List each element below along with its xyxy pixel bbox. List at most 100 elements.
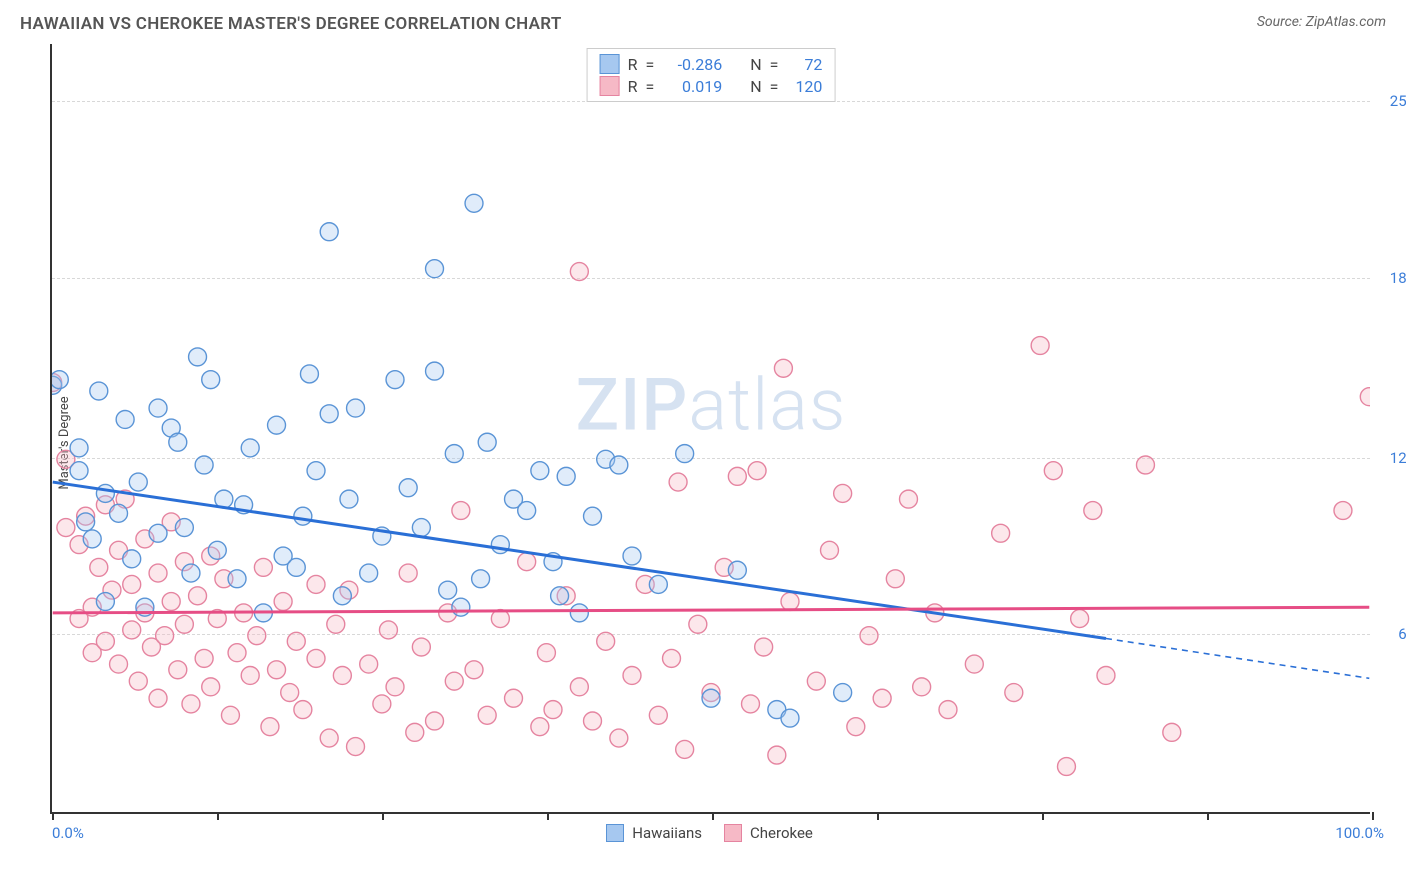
scatter-point — [347, 738, 365, 756]
stats-r-label: R — [628, 77, 638, 96]
scatter-point — [373, 695, 391, 713]
legend-swatch — [724, 824, 742, 842]
scatter-point — [452, 502, 470, 520]
scatter-point — [755, 638, 773, 656]
scatter-point — [96, 593, 114, 611]
scatter-point — [1163, 723, 1181, 741]
scatter-point — [221, 706, 239, 724]
x-axis-row: 0.0% HawaiiansCherokee 100.0% — [50, 824, 1386, 842]
scatter-point — [623, 547, 641, 565]
scatter-point — [57, 519, 75, 537]
scatter-point — [96, 632, 114, 650]
scatter-point — [900, 490, 918, 508]
scatter-point — [702, 689, 720, 707]
scatter-point — [478, 433, 496, 451]
scatter-point — [1031, 337, 1049, 355]
scatter-point — [195, 649, 213, 667]
scatter-point — [834, 484, 852, 502]
x-tick — [547, 812, 549, 820]
scatter-point — [1071, 610, 1089, 628]
stats-swatch — [600, 76, 620, 96]
scatter-point — [1005, 684, 1023, 702]
scatter-point — [505, 689, 523, 707]
scatter-point — [189, 587, 207, 605]
scatter-point — [584, 712, 602, 730]
scatter-point — [156, 627, 174, 645]
scatter-point — [333, 587, 351, 605]
stats-r-label: R — [628, 55, 638, 74]
chart-area: Master's Degree ZIPatlas R=-0.286N=72R=0… — [50, 44, 1386, 842]
x-tick — [1207, 812, 1209, 820]
scatter-point — [261, 718, 279, 736]
scatter-point — [320, 405, 338, 423]
scatter-point — [294, 507, 312, 525]
scatter-point — [189, 348, 207, 366]
scatter-point — [544, 701, 562, 719]
scatter-point — [241, 439, 259, 457]
y-tick-label: 12.5% — [1390, 449, 1406, 467]
scatter-point — [202, 371, 220, 389]
x-axis-max-label: 100.0% — [1335, 824, 1384, 842]
scatter-point — [123, 575, 141, 593]
scatter-point — [1136, 456, 1154, 474]
scatter-point — [728, 561, 746, 579]
scatter-point — [333, 666, 351, 684]
scatter-point — [781, 709, 799, 727]
scatter-point — [281, 684, 299, 702]
scatter-point — [149, 689, 167, 707]
scatter-point — [248, 627, 266, 645]
scatter-point — [406, 723, 424, 741]
scatter-point — [551, 587, 569, 605]
stats-r-value: -0.286 — [662, 55, 722, 74]
scatter-point — [386, 678, 404, 696]
stats-n-value: 120 — [786, 77, 822, 96]
scatter-point — [860, 627, 878, 645]
scatter-point — [781, 593, 799, 611]
scatter-point — [570, 263, 588, 281]
scatter-point — [287, 558, 305, 576]
scatter-point — [439, 581, 457, 599]
scatter-point — [83, 530, 101, 548]
scatter-point — [300, 365, 318, 383]
stats-legend-box: R=-0.286N=72R=0.019N=120 — [587, 48, 836, 102]
scatter-point — [742, 695, 760, 713]
scatter-point — [96, 484, 114, 502]
scatter-point — [663, 649, 681, 667]
stats-row: R=0.019N=120 — [600, 75, 823, 97]
legend-item: Cherokee — [724, 824, 813, 842]
scatter-point — [228, 644, 246, 662]
scatter-point — [169, 661, 187, 679]
scatter-point — [340, 490, 358, 508]
scatter-point — [531, 462, 549, 480]
scatter-point — [149, 524, 167, 542]
scatter-point — [110, 504, 128, 522]
scatter-point — [992, 524, 1010, 542]
scatter-point — [472, 570, 490, 588]
scatter-point — [70, 462, 88, 480]
legend-swatch — [606, 824, 624, 842]
scatter-point — [689, 615, 707, 633]
scatter-point — [1334, 502, 1352, 520]
chart-header: HAWAIIAN VS CHEROKEE MASTER'S DEGREE COR… — [0, 0, 1406, 38]
scatter-svg — [52, 44, 1370, 812]
legend-label: Hawaiians — [632, 824, 702, 842]
scatter-point — [123, 550, 141, 568]
scatter-point — [748, 462, 766, 480]
stats-n-label: N — [750, 77, 761, 96]
x-tick — [217, 812, 219, 820]
scatter-point — [886, 570, 904, 588]
stats-n-value: 72 — [786, 55, 822, 74]
scatter-point — [873, 689, 891, 707]
scatter-point — [570, 604, 588, 622]
y-tick-label: 18.8% — [1390, 269, 1406, 287]
scatter-point — [195, 456, 213, 474]
scatter-point — [465, 194, 483, 212]
scatter-point — [623, 666, 641, 684]
scatter-point — [610, 729, 628, 747]
scatter-point — [360, 564, 378, 582]
x-tick — [712, 812, 714, 820]
scatter-point — [360, 655, 378, 673]
scatter-point — [90, 382, 108, 400]
scatter-point — [774, 359, 792, 377]
scatter-point — [254, 558, 272, 576]
